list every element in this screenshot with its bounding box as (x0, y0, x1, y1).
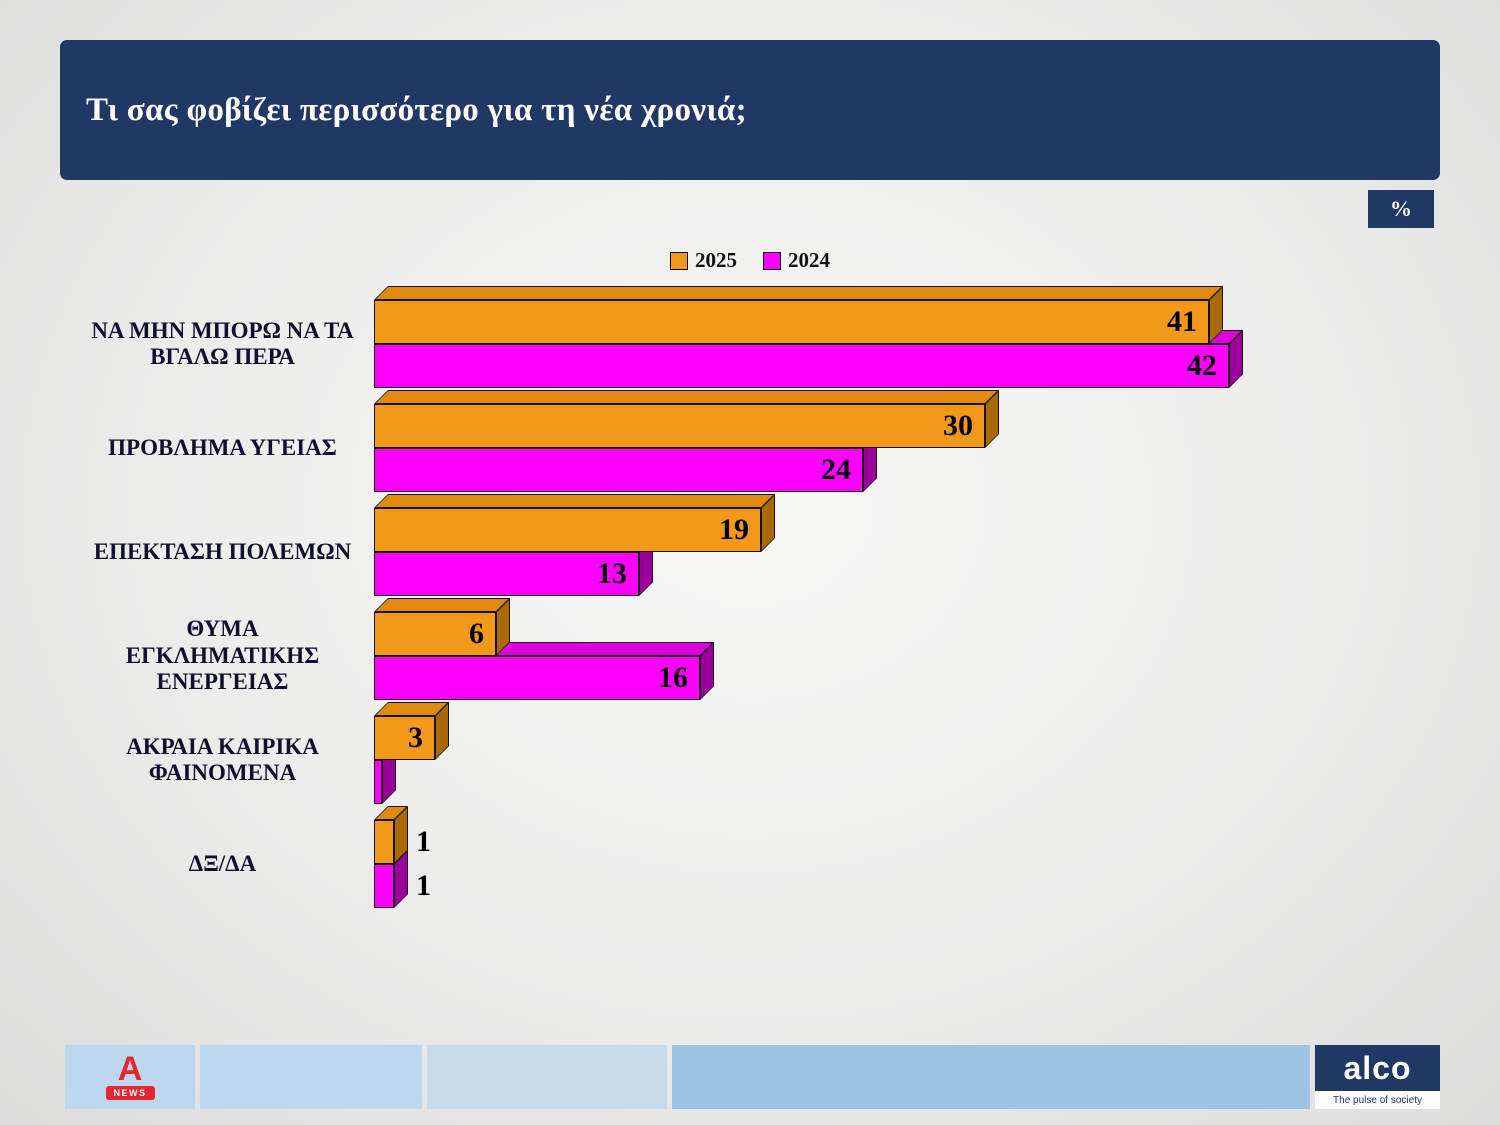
bar-group: 41 42 (374, 286, 1435, 388)
bar-group: 6 16 (374, 598, 1435, 700)
chart-title: Τι σας φοβίζει περισσότερο για τη νέα χρ… (86, 91, 747, 128)
bar-value-label: 41 (1167, 305, 1197, 338)
category-label: ΔΞ/ΔΑ (188, 850, 257, 876)
bar-face (374, 716, 435, 760)
bar-face (374, 760, 382, 804)
category-label: ΝΑ ΜΗΝ ΜΠΟΡΩ ΝΑ ΤΑ ΒΓΑΛΩ ΠΕΡΑ (91, 317, 354, 369)
bar-face (374, 552, 639, 596)
legend-item-2025: 2025 (670, 248, 737, 273)
bar-value-label: 3 (408, 721, 423, 754)
alpha-logo-icon: A (117, 1049, 143, 1088)
alco-logo: alco The pulse of society (1315, 1045, 1440, 1109)
chart-legend: 2025 2024 (0, 248, 1500, 273)
bar-top-face (374, 286, 1223, 300)
bar-2025-4: 3 (374, 702, 449, 760)
bar-top-face (374, 598, 510, 612)
category-label: ΘΥΜΑ ΕΓΚΛΗΜΑΤΙΚΗΣ ΕΝΕΡΓΕΙΑΣ (125, 616, 320, 695)
chart-row: ΝΑ ΜΗΝ ΜΠΟΡΩ ΝΑ ΤΑ ΒΓΑΛΩ ΠΕΡΑ 41 42 (85, 286, 1435, 388)
bar-2025-1: 30 (374, 390, 999, 448)
bar-chart: ΝΑ ΜΗΝ ΜΠΟΡΩ ΝΑ ΤΑ ΒΓΑΛΩ ΠΕΡΑ 41 42 ΠΡΟΒΛΗΜ… (85, 286, 1435, 924)
alco-tagline: The pulse of society (1315, 1091, 1440, 1109)
footer: A NEWS alco The pulse of society (0, 1045, 1500, 1109)
chart-row: ΠΡΟΒΛΗΜΑ ΥΓΕΙΑΣ 30 24 (85, 390, 1435, 492)
bar-value-label: 13 (597, 557, 627, 590)
bar-value-label: 16 (658, 661, 688, 694)
bar-2024-5: 1 (374, 850, 431, 908)
bar-2024-4 (374, 746, 396, 804)
bar-top-face (374, 494, 775, 508)
bar-face (374, 864, 394, 908)
chart-row: ΕΠΕΚΤΑΣΗ ΠΟΛΕΜΩΝ 19 13 (85, 494, 1435, 596)
bar-2025-2: 19 (374, 494, 775, 552)
bar-face (374, 820, 394, 864)
bar-2025-3: 6 (374, 598, 510, 656)
bar-2024-2: 13 (374, 538, 653, 596)
footer-segment-4 (672, 1045, 1310, 1109)
bar-face (374, 300, 1209, 344)
alpha-news-label: NEWS (105, 1086, 155, 1101)
footer-segment-2 (200, 1045, 422, 1109)
chart-row: ΘΥΜΑ ΕΓΚΛΗΜΑΤΙΚΗΣ ΕΝΕΡΓΕΙΑΣ 6 16 (85, 598, 1435, 700)
bar-group: 19 13 (374, 494, 1435, 596)
legend-item-2024: 2024 (763, 248, 830, 273)
bar-value-label: 19 (719, 513, 749, 546)
bar-2024-3: 16 (374, 642, 714, 700)
bar-value-label: 6 (469, 617, 484, 650)
legend-label-2025: 2025 (695, 248, 737, 272)
bar-value-label: 30 (943, 409, 973, 442)
bar-value-label: 1 (416, 869, 431, 902)
bar-face (374, 344, 1229, 388)
bar-2024-0: 42 (374, 330, 1243, 388)
percent-badge: % (1368, 190, 1434, 228)
title-bar: Τι σας φοβίζει περισσότερο για τη νέα χρ… (60, 40, 1440, 180)
bar-2025-0: 41 (374, 286, 1223, 344)
chart-row: ΔΞ/ΔΑ 1 1 (85, 806, 1435, 908)
bar-2024-1: 24 (374, 434, 877, 492)
bar-group: 30 24 (374, 390, 1435, 492)
bar-group: 3 (374, 702, 1435, 804)
alpha-news-logo: A NEWS (65, 1045, 195, 1109)
bar-top-face (374, 390, 999, 404)
chart-row: ΑΚΡΑΙΑ ΚΑΙΡΙΚΑ ΦΑΙΝΟΜΕΝΑ 3 (85, 702, 1435, 804)
bar-face (374, 404, 985, 448)
legend-label-2024: 2024 (788, 248, 830, 272)
category-label: ΕΠΕΚΤΑΣΗ ΠΟΛΕΜΩΝ (93, 538, 352, 564)
category-label: ΠΡΟΒΛΗΜΑ ΥΓΕΙΑΣ (108, 434, 337, 460)
bar-2025-5: 1 (374, 806, 431, 864)
bar-face (374, 612, 496, 656)
legend-swatch-2024-icon (763, 251, 781, 270)
footer-segment-1: A NEWS (65, 1045, 195, 1109)
footer-segment-3 (427, 1045, 667, 1109)
bar-face (374, 508, 761, 552)
bar-value-label: 1 (416, 825, 431, 858)
bar-value-label: 24 (821, 453, 851, 486)
bar-face (374, 448, 863, 492)
bar-face (374, 656, 700, 700)
category-label: ΑΚΡΑΙΑ ΚΑΙΡΙΚΑ ΦΑΙΝΟΜΕΝΑ (126, 733, 319, 785)
bar-value-label: 42 (1187, 349, 1217, 382)
alco-logo-text: alco (1315, 1045, 1440, 1091)
legend-swatch-2025-icon (670, 251, 688, 270)
